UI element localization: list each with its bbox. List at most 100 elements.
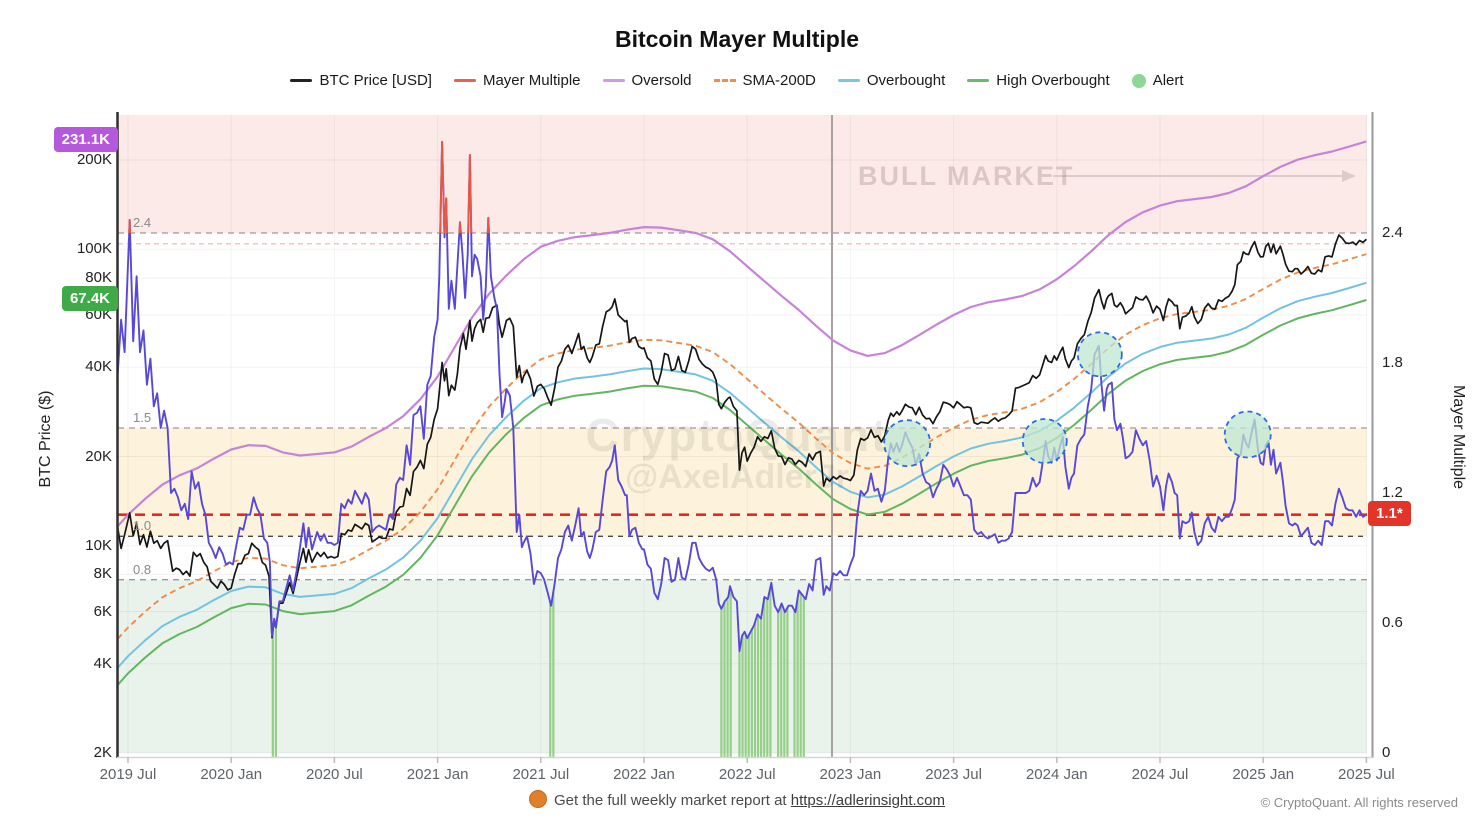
line-swatch-icon: [602, 79, 625, 82]
legend-item-oversold[interactable]: Oversold: [602, 72, 692, 89]
x-tick-label: 2022 Jan: [613, 766, 675, 783]
alert-circle: [1223, 410, 1272, 459]
x-tick-label: 2021 Jan: [406, 766, 469, 783]
zone-mid_band: [118, 427, 1367, 537]
alert-bar: [552, 591, 555, 757]
legend-item-sma-200d[interactable]: SMA-200D: [713, 72, 816, 89]
alert-bar: [720, 608, 723, 757]
axis-badge: 231.1K: [53, 127, 118, 153]
series-oversold: [118, 140, 1367, 527]
alert-bar: [766, 598, 769, 757]
alert-bar: [783, 610, 786, 757]
mm-tick-label: 0: [1382, 744, 1391, 761]
mm-tick-label: 1.2: [1382, 483, 1403, 501]
line-swatch-icon: [837, 79, 860, 82]
line-swatch-icon: [453, 79, 476, 82]
mm-tick-label: 2.4: [1382, 223, 1403, 241]
alert-bar: [777, 612, 780, 757]
alert-circle: [1076, 331, 1123, 378]
line-swatch-icon: [967, 79, 990, 82]
copyright-text: © CryptoQuant. All rights reserved: [1260, 795, 1458, 810]
x-tick-label: 2025 Jan: [1232, 766, 1295, 783]
orange-ball-icon: [528, 790, 547, 808]
chart-title: Bitcoin Mayer Multiple: [614, 26, 860, 52]
price-tick-label: 80K: [85, 268, 112, 286]
legend-item-mayer-multiple[interactable]: Mayer Multiple: [453, 72, 581, 89]
legend-item-btc-price-usd-[interactable]: BTC Price [USD]: [290, 72, 432, 89]
axis-badge: 1.1*: [1368, 500, 1411, 526]
alert-bar: [793, 610, 796, 757]
legend-label: SMA-200D: [742, 72, 816, 89]
alert-bar: [726, 597, 729, 757]
x-tick-label: 2025 Jul: [1338, 766, 1395, 783]
price-tick-label: 8K: [93, 565, 112, 583]
guide-label: 1.0: [133, 518, 152, 534]
price-tick-label: 200K: [76, 151, 112, 168]
legend-label: BTC Price [USD]: [319, 72, 432, 89]
x-tick-label: 2023 Jul: [925, 766, 982, 783]
price-tick-label: 10K: [85, 536, 112, 554]
alert-bar: [780, 604, 783, 757]
alert-bar: [744, 634, 747, 757]
legend-label: High Overbought: [996, 72, 1110, 89]
alert-bar: [729, 588, 732, 757]
alert-bar: [738, 651, 741, 757]
alert-circle: [883, 419, 932, 468]
legend-item-high-overbought[interactable]: High Overbought: [967, 72, 1110, 89]
alert-bar: [796, 598, 799, 757]
series-mayer-multiple: [118, 141, 1367, 653]
line-swatch-icon: [290, 79, 313, 82]
guide-label: 0.8: [133, 561, 152, 577]
alert-bar: [753, 622, 757, 757]
x-tick-label: 2020 Jan: [200, 766, 263, 783]
footer: Get the full weekly market report at htt…: [0, 790, 1474, 809]
alert-circle: [1021, 418, 1068, 464]
alert-bar: [769, 586, 772, 757]
series-sma-200d: [118, 253, 1367, 640]
alert-dot-icon: [1131, 73, 1146, 88]
x-tick-label: 2022 Jul: [718, 766, 776, 783]
alert-bar: [723, 602, 726, 757]
x-tick-label: 2021 Jul: [512, 766, 570, 783]
alert-bar: [549, 602, 552, 757]
alert-bar: [802, 596, 805, 757]
price-tick-label: 100K: [76, 240, 112, 258]
x-tick-label: 2020 Jul: [306, 766, 363, 783]
price-tick-label: 6K: [93, 602, 112, 620]
legend-label: Alert: [1152, 72, 1184, 89]
bull-market-label: BULL MARKET: [858, 161, 1075, 191]
price-tick-label: 40K: [85, 358, 112, 376]
x-tick-label: 2024 Jan: [1025, 766, 1088, 783]
series-overbought: [118, 281, 1367, 669]
legend-item-alert[interactable]: Alert: [1131, 72, 1184, 89]
legend-label: Mayer Multiple: [482, 72, 581, 89]
legend: BTC Price [USD] Mayer Multiple Oversold SMA…: [0, 72, 1474, 89]
left-axis-title: BTC Price ($): [37, 390, 54, 488]
axis-badge: 67.4K: [61, 286, 118, 312]
alert-bar: [274, 627, 278, 757]
alert-bar: [763, 598, 766, 757]
mm-tick-label: 0.6: [1382, 613, 1403, 631]
right-axis-title: Mayer Multiple: [1450, 384, 1467, 490]
x-tick-label: 2019 Jul: [99, 766, 157, 783]
series-btc-price: [118, 234, 1367, 639]
x-tick-label: 2024 Jul: [1131, 766, 1189, 783]
report-link[interactable]: https://adlerinsight.com: [790, 792, 945, 809]
line-swatch-icon: [713, 79, 736, 82]
arrow-head-icon: [1342, 170, 1356, 182]
legend-label: Oversold: [631, 72, 692, 89]
x-tick-label: 2023 Jan: [819, 766, 882, 783]
zone-bull_market: [118, 115, 1367, 233]
alert-bar: [271, 629, 274, 757]
price-tick-label: 2K: [93, 744, 112, 761]
price-tick-label: 4K: [93, 654, 112, 672]
alert-bar: [741, 635, 744, 757]
footer-text: Get the full weekly market report at: [553, 792, 791, 809]
price-tick-label: 20K: [85, 447, 112, 465]
alert-bar: [786, 607, 789, 757]
legend-item-overbought[interactable]: Overbought: [837, 72, 945, 89]
guide-label: 2.4: [133, 214, 152, 230]
alert-bar: [760, 617, 763, 757]
